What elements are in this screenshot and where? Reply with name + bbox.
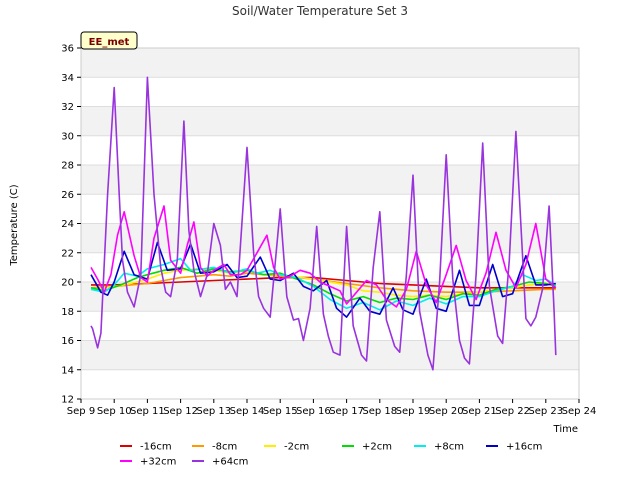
legend: -16cm -8cm -2cm +2cm +8cm +16cm +32cm +64cm (120, 442, 542, 468)
x-tick-label: Sep 15 (263, 406, 298, 417)
x-tick-label: Sep 23 (528, 406, 563, 417)
x-tick-label: Sep 17 (329, 406, 364, 417)
badge-label: EE_met (89, 37, 130, 48)
ee-met-badge: EE_met (80, 31, 138, 50)
x-tick-label: Sep 22 (495, 406, 530, 417)
x-tick-label: Sep 14 (230, 406, 265, 417)
grid-band (81, 223, 579, 253)
x-tick-label: Sep 12 (163, 406, 198, 417)
legend-label: -2cm (284, 442, 309, 453)
grid-band (81, 48, 579, 78)
grid-band (81, 340, 579, 370)
x-tick-label: Sep 13 (196, 406, 231, 417)
x-tick-label: Sep 24 (562, 406, 597, 417)
legend-label: -8cm (212, 442, 237, 453)
legend-label: +64cm (212, 457, 248, 468)
y-axis-ticks: 12 14 16 18 20 22 24 26 28 30 32 34 36 (61, 44, 81, 406)
legend-label: +16cm (506, 442, 542, 453)
grid-band (81, 106, 579, 136)
y-tick-label: 12 (61, 395, 74, 406)
chart-title: Soil/Water Temperature Set 3 (232, 4, 408, 18)
series-layer (90, 76, 557, 371)
series-line-8cm (90, 257, 557, 311)
y-tick-label: 26 (61, 190, 74, 201)
y-axis-title: Temperature (C) (9, 184, 20, 266)
x-tick-label: Sep 10 (97, 406, 132, 417)
legend-label: +2cm (362, 442, 392, 453)
x-tick-label: Sep 9 (67, 406, 95, 417)
x-tick-label: Sep 21 (462, 406, 497, 417)
x-tick-label: Sep 11 (130, 406, 165, 417)
y-tick-label: 20 (61, 278, 74, 289)
y-tick-label: 34 (61, 73, 74, 84)
badge-box (80, 31, 138, 50)
legend-label: +8cm (434, 442, 464, 453)
series-line-64cm (90, 76, 557, 371)
y-tick-label: 24 (61, 219, 74, 230)
y-tick-label: 28 (61, 161, 74, 172)
grid-band (81, 165, 579, 195)
x-tick-label: Sep 20 (429, 406, 464, 417)
x-tick-label: Sep 19 (396, 406, 431, 417)
series-line-32cm (90, 205, 557, 308)
x-axis-title: Time (553, 424, 578, 435)
x-tick-label: Sep 18 (362, 406, 397, 417)
legend-label: -16cm (140, 442, 172, 453)
y-tick-label: 22 (61, 248, 74, 259)
y-tick-label: 32 (61, 102, 74, 113)
y-tick-label: 16 (61, 336, 74, 347)
y-tick-label: 36 (61, 44, 74, 55)
y-tick-label: 14 (61, 365, 74, 376)
legend-label: +32cm (140, 457, 176, 468)
y-tick-label: 30 (61, 131, 74, 142)
x-tick-label: Sep 16 (296, 406, 331, 417)
y-tick-label: 18 (61, 307, 74, 318)
